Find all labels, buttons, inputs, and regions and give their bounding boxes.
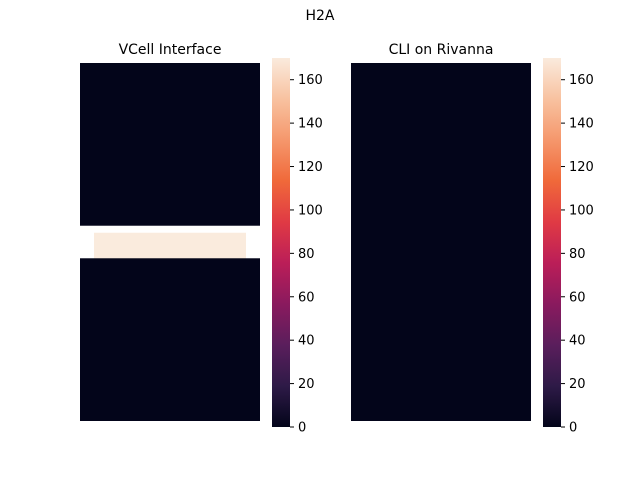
colorbar-tick-label: 160 — [298, 73, 323, 88]
heatmap-cell — [94, 232, 246, 264]
heatmap-cell — [80, 258, 260, 421]
colorbar-tick-label: 0 — [569, 421, 577, 436]
colorbar-tick-label: 20 — [569, 377, 586, 392]
subplot-title: CLI on Rivanna — [389, 42, 494, 58]
colorbar — [543, 58, 561, 427]
colorbar-tick-label: 80 — [569, 247, 586, 262]
heatmap-cell — [351, 63, 531, 421]
colorbar-tick-label: 60 — [298, 290, 315, 305]
colorbar-tick-label: 120 — [298, 160, 323, 175]
heatmap-panel-1: VCell Interface 0 20 40 60 80 100 120 140 160 — [80, 42, 323, 436]
colorbar-tick-label: 120 — [569, 160, 594, 175]
colorbar-tick-label: 160 — [569, 73, 594, 88]
colorbar-tick-label: 80 — [298, 247, 315, 262]
subplot-title: VCell Interface — [119, 42, 222, 58]
colorbar-tick-label: 140 — [569, 117, 594, 132]
heatmap-panel-2: CLI on Rivanna 0 20 40 60 80 100 120 140 160 — [351, 42, 594, 436]
colorbar-tick-label: 20 — [298, 377, 315, 392]
colorbar-tick-label: 60 — [569, 290, 586, 305]
colorbar-tick-label: 100 — [569, 203, 594, 218]
heatmap-cell — [80, 63, 260, 226]
colorbar-tick-label: 100 — [298, 203, 323, 218]
colorbar-tick-label: 40 — [569, 334, 586, 349]
colorbar-tick-label: 140 — [298, 117, 323, 132]
figure-title: H2A — [305, 8, 335, 24]
colorbar — [272, 58, 290, 427]
colorbar-tick-label: 0 — [298, 421, 306, 436]
colorbar-tick-label: 40 — [298, 334, 315, 349]
